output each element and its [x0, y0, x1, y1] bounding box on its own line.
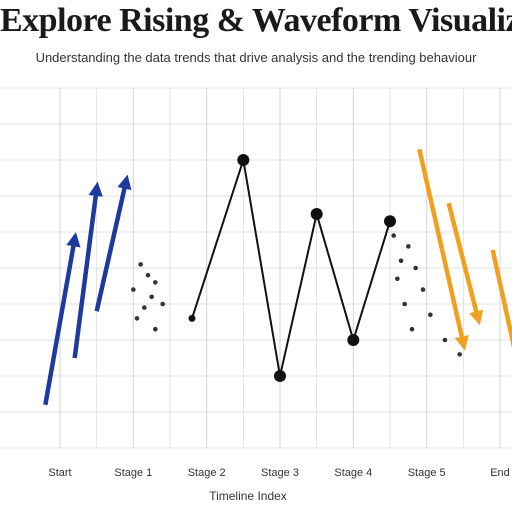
- up-arrow: [94, 174, 132, 312]
- up-arrow: [72, 181, 103, 359]
- line-point: [274, 370, 286, 382]
- scatter-point: [131, 287, 136, 292]
- scatter-point: [442, 337, 448, 343]
- scatter-point: [391, 233, 396, 238]
- line-point: [347, 334, 360, 346]
- x-tick-labels: Start Stage 1 Stage 2 Stage 3 Stage 4 Stage 5…: [48, 467, 509, 479]
- x-tick-label: End: [490, 467, 510, 479]
- scatter-point: [402, 301, 407, 307]
- waveform-line-group: [188, 154, 396, 382]
- x-tick-label: Stage 3: [261, 467, 299, 479]
- scatter-point: [160, 301, 165, 307]
- x-tick-label: Start: [48, 467, 71, 479]
- scatter-point: [134, 316, 140, 321]
- line-point: [188, 314, 196, 322]
- x-axis-label: Timeline Index: [209, 489, 287, 503]
- line-point: [237, 154, 250, 166]
- up-arrows-group: [43, 174, 132, 406]
- scatter-point: [398, 258, 404, 264]
- scatter-point: [413, 265, 418, 271]
- grid-lines: [0, 87, 512, 449]
- up-arrow: [43, 232, 81, 406]
- scatter-point: [409, 326, 415, 332]
- down-arrow: [417, 148, 469, 351]
- scatter-point: [406, 244, 411, 249]
- line-point: [384, 215, 396, 228]
- x-tick-label: Stage 4: [334, 467, 372, 479]
- x-tick-label: Stage 2: [188, 467, 226, 479]
- scatter-point: [153, 280, 158, 285]
- scatter-point: [395, 276, 400, 282]
- scatter-point: [142, 305, 147, 310]
- scatter-point: [420, 287, 426, 292]
- scatter-point: [153, 326, 158, 332]
- waveform-line: [191, 159, 391, 377]
- scatter-points-group: [131, 233, 462, 357]
- scatter-point: [149, 294, 154, 300]
- scatter-point: [457, 352, 462, 357]
- scatter-point: [428, 312, 433, 318]
- scatter-point: [138, 262, 143, 267]
- line-point: [310, 208, 323, 220]
- chart-title: Explore Rising & Waveform Visualization: [0, 2, 512, 39]
- x-tick-label: Stage 5: [408, 467, 446, 479]
- x-tick-label: Stage 1: [114, 467, 152, 479]
- down-arrow: [490, 249, 512, 349]
- chart-subtitle: Understanding the data trends that drive…: [35, 50, 477, 65]
- down-arrow: [446, 202, 484, 326]
- down-arrows-group: [417, 148, 512, 351]
- scatter-point: [145, 272, 151, 278]
